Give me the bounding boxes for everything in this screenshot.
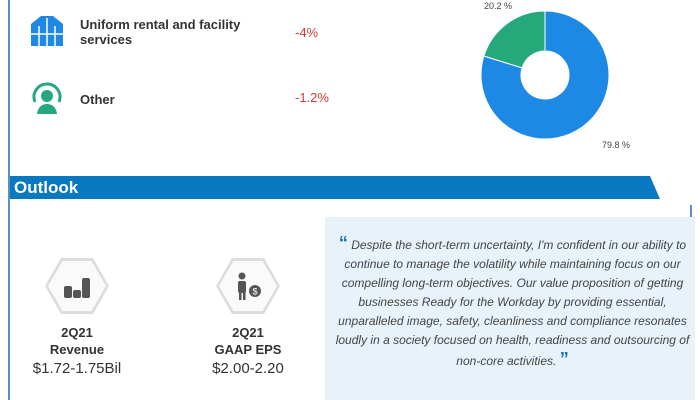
person-dollar-icon: $ xyxy=(219,261,277,311)
open-quote-icon: “ xyxy=(338,233,348,253)
kpi-period: 2Q21 xyxy=(232,325,264,340)
donut-slice-1 xyxy=(483,10,546,69)
segment-label: Uniform rental and facility services xyxy=(80,17,241,47)
slice-label-other: 20.2 % xyxy=(484,1,513,11)
kpi-value: $2.00-2.20 xyxy=(212,360,284,377)
kpi-metric: GAAP EPS xyxy=(214,342,282,357)
segment-change: -1.2% xyxy=(295,90,329,105)
outlook-header: Outlook xyxy=(10,176,660,199)
kpi-eps: $ 2Q21 GAAP EPS $2.00-2.20 xyxy=(193,258,303,377)
kpi-revenue: 2Q21 Revenue $1.72-1.75Bil xyxy=(22,258,132,377)
outlook-title: Outlook xyxy=(14,178,79,197)
slice-label-uniform: 79.8 % xyxy=(602,140,631,150)
ceo-quote-box: “ Despite the short-term uncertainty, I'… xyxy=(325,217,695,400)
kpi-period: 2Q21 xyxy=(61,325,93,340)
kpi-value: $1.72-1.75Bil xyxy=(32,360,122,377)
svg-text:$: $ xyxy=(252,287,257,297)
kpi-metric: Revenue xyxy=(49,342,105,357)
jacket-icon xyxy=(31,16,63,46)
close-quote-icon: ” xyxy=(559,349,569,369)
segment-change: -4% xyxy=(295,25,319,40)
ceo-quote: Despite the short-term uncertainty, I'm … xyxy=(335,238,690,368)
donut-chart xyxy=(480,10,610,140)
person-cycle-icon xyxy=(32,82,62,114)
donut-slice-0 xyxy=(480,10,610,140)
left-border xyxy=(8,0,10,400)
coin-stacks-icon xyxy=(48,261,106,311)
segment-label: Other xyxy=(80,92,115,107)
